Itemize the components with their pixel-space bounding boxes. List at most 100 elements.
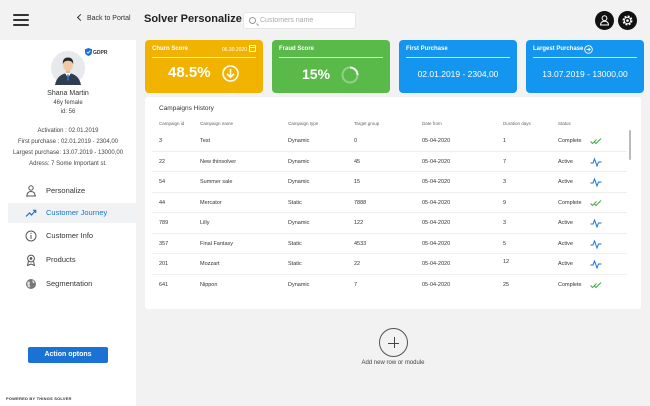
trend-icon bbox=[25, 209, 37, 217]
divider bbox=[152, 57, 256, 58]
status-label: Active bbox=[558, 158, 573, 165]
nav-item-segmentation[interactable]: Segmentation bbox=[8, 274, 136, 294]
column-header: Campaign name bbox=[200, 121, 234, 126]
largest-purchase-value: 13.07.2019 - 13000,00 bbox=[542, 69, 628, 79]
back-to-portal-link[interactable]: Back to Portal bbox=[76, 13, 131, 22]
pulse-icon bbox=[590, 177, 602, 187]
target-group: 7888 bbox=[354, 199, 367, 206]
pulse-icon bbox=[590, 218, 602, 228]
settings-button[interactable] bbox=[618, 11, 637, 30]
table-row[interactable]: 22 New thinsolver Dynamic 45 05-04-2020 … bbox=[152, 152, 627, 172]
campaign-id: 201 bbox=[159, 261, 169, 267]
duration-days: 3 bbox=[503, 220, 507, 226]
menu-icon[interactable] bbox=[13, 14, 29, 26]
add-row-button[interactable] bbox=[379, 328, 408, 357]
app-title: Solver Personalize bbox=[144, 13, 242, 25]
date-from: 05-04-2020 bbox=[422, 240, 451, 247]
target-group: 0 bbox=[354, 138, 358, 144]
action-options-button[interactable]: Action optons bbox=[28, 347, 108, 363]
arrow-right-circle-icon[interactable] bbox=[584, 45, 593, 54]
back-label: Back to Portal bbox=[87, 15, 131, 22]
column-header: Campaign type bbox=[288, 121, 319, 126]
largest-purchase-title: Largest Purchase bbox=[533, 46, 584, 52]
target-group: 45 bbox=[354, 158, 361, 165]
gdpr-badge: GDPR bbox=[85, 48, 107, 56]
status-label: Active bbox=[558, 240, 573, 247]
user-button[interactable] bbox=[595, 11, 614, 30]
campaign-id: 54 bbox=[159, 179, 166, 185]
campaign-type: Static bbox=[288, 261, 302, 267]
nav-item-products[interactable]: Products bbox=[8, 250, 136, 270]
nav-label-customer-info: Customer Info bbox=[46, 231, 94, 240]
table-header: Campaign id Campaign name Campaign type … bbox=[152, 121, 627, 129]
sidebar: GDPR Shana Martin 46y female id: 56 Acti… bbox=[0, 40, 136, 406]
first-purchase-title: First Purchase bbox=[406, 46, 448, 52]
nav-label-segmentation: Segmentation bbox=[46, 279, 93, 288]
nav-item-personalize[interactable]: Personalize bbox=[8, 181, 136, 201]
pulse-icon bbox=[590, 259, 602, 269]
campaign-type: Dynamic bbox=[288, 179, 310, 185]
duration-days: 3 bbox=[503, 179, 507, 185]
divider bbox=[406, 57, 510, 58]
campaign-name: Mercator bbox=[200, 199, 222, 206]
loading-ring-icon bbox=[341, 66, 359, 84]
table-row[interactable]: 54 Summer sale Dynamic 15 05-04-2020 3 A… bbox=[152, 172, 627, 193]
check-icon bbox=[590, 138, 602, 145]
campaign-name: New thinsolver bbox=[200, 158, 237, 165]
divider bbox=[279, 57, 383, 58]
badge-icon bbox=[26, 254, 36, 266]
nav-label-customer-journey: Customer Journey bbox=[46, 208, 108, 217]
fraud-score-card: Fraud Score 15% bbox=[272, 40, 390, 93]
campaigns-title: Campaigns History bbox=[159, 105, 214, 112]
duration-days: 25 bbox=[503, 281, 510, 288]
date-from: 05-04-2020 bbox=[422, 179, 451, 185]
table-scrollbar[interactable] bbox=[629, 130, 631, 160]
target-group: 22 bbox=[354, 261, 361, 267]
gear-icon bbox=[622, 15, 633, 26]
campaigns-panel: Campaigns History Campaign id Campaign n… bbox=[145, 97, 641, 309]
nav-item-customer-journey[interactable]: Customer Journey bbox=[8, 203, 136, 223]
date-from: 05-04-2020 bbox=[422, 138, 451, 144]
status-label: Complete bbox=[558, 281, 582, 288]
campaign-name: Test bbox=[200, 138, 211, 144]
search-box[interactable] bbox=[243, 12, 356, 29]
duration-days: 12 bbox=[503, 259, 510, 265]
table-row[interactable]: 789 Lilly Dynamic 122 05-04-2020 3 Activ… bbox=[152, 213, 627, 234]
campaign-name: Mozzart bbox=[200, 261, 220, 267]
table-row[interactable]: 357 Final Fantasy Static 4533 05-04-2020… bbox=[152, 234, 627, 254]
profile-subtitle: 46y female bbox=[53, 100, 83, 106]
table-row[interactable]: 44 Mercator Static 7888 05-04-2020 9 Com… bbox=[152, 193, 627, 213]
campaign-type: Static bbox=[288, 240, 302, 247]
campaign-id: 357 bbox=[159, 240, 169, 247]
table-row[interactable]: 3 Test Dynamic 0 05-04-2020 1 Complete bbox=[152, 131, 627, 152]
profile-id: id: 56 bbox=[60, 109, 76, 115]
pulse-icon bbox=[590, 239, 602, 249]
status-label: Active bbox=[558, 261, 573, 267]
first-purchase-info: First purchase : 02.01.2019 - 2304,00 bbox=[17, 139, 119, 145]
search-input[interactable] bbox=[260, 15, 350, 26]
target-group: 7 bbox=[354, 281, 358, 288]
pulse-icon bbox=[590, 157, 602, 167]
person-icon bbox=[26, 185, 36, 197]
column-header: Target group bbox=[354, 121, 380, 126]
column-header: Status bbox=[558, 121, 571, 126]
table-row[interactable]: 201 Mozzart Static 22 05-04-2020 12 Acti… bbox=[152, 254, 627, 275]
nav-label-products: Products bbox=[46, 255, 76, 264]
campaign-name: Lilly bbox=[200, 220, 210, 226]
date-from: 05-04-2020 bbox=[422, 199, 451, 206]
campaign-id: 44 bbox=[159, 199, 166, 206]
target-group: 15 bbox=[354, 179, 361, 185]
info-icon bbox=[25, 230, 37, 242]
table-row[interactable]: 641 Nippon Dynamic 7 05-04-2020 25 Compl… bbox=[152, 275, 627, 296]
target-group: 4533 bbox=[354, 240, 367, 247]
nav-item-customer-info[interactable]: Customer Info bbox=[8, 226, 136, 246]
largest-purchase-card: Largest Purchase 13.07.2019 - 13000,00 bbox=[526, 40, 644, 93]
divider bbox=[533, 57, 637, 58]
target-group: 122 bbox=[354, 220, 364, 226]
calendar-icon[interactable] bbox=[249, 45, 256, 52]
gdpr-label: GDPR bbox=[93, 50, 108, 56]
duration-days: 7 bbox=[503, 158, 507, 165]
fraud-score-title: Fraud Score bbox=[279, 46, 315, 52]
avatar bbox=[51, 51, 85, 85]
campaign-name: Nippon bbox=[200, 281, 218, 288]
